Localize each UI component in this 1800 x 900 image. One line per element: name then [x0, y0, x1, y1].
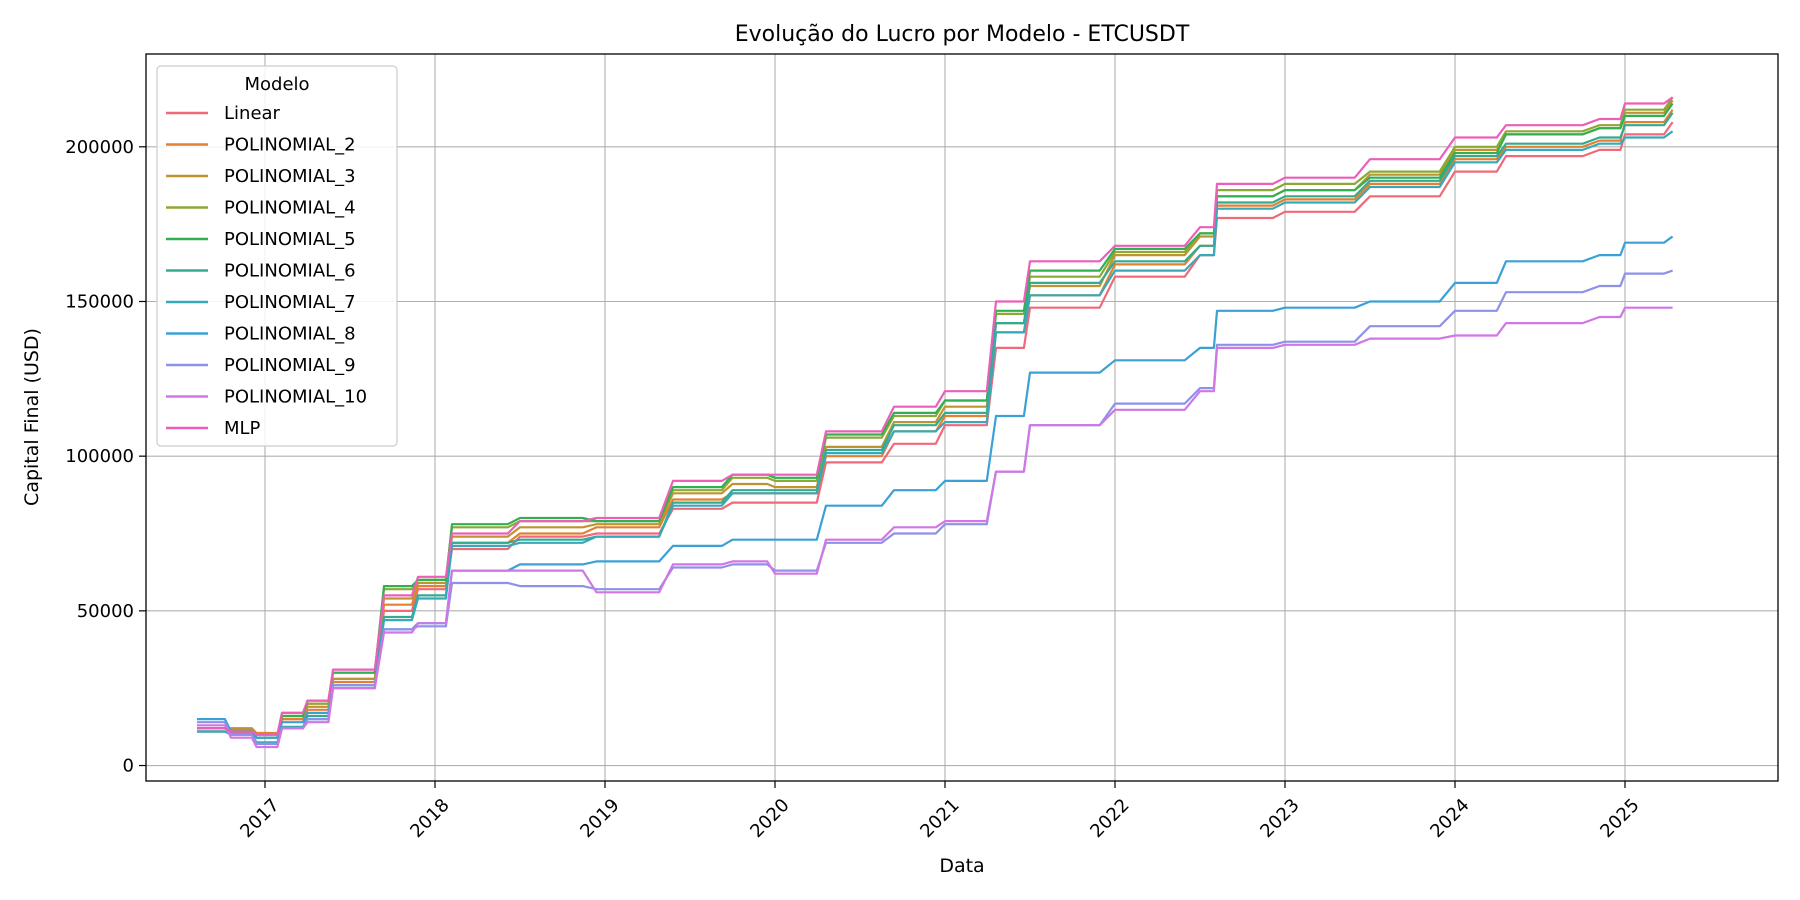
x-axis-title: Data	[939, 855, 984, 877]
y-tick-label: 0	[123, 756, 134, 777]
y-tick-label: 150000	[65, 291, 134, 312]
y-tick-label: 100000	[65, 446, 134, 467]
chart-title: Evolução do Lucro por Modelo - ETCUSDT	[735, 22, 1190, 47]
legend-box	[156, 65, 398, 447]
legend: Modelo Linear POLINOMIAL_2 POLINOMIAL_3 POL…	[156, 65, 398, 447]
y-tick-label: 50000	[77, 601, 134, 622]
legend-label: POLINOMIAL_3	[224, 166, 356, 187]
legend-label: POLINOMIAL_6	[224, 261, 356, 282]
y-axis-title: Capital Final (USD)	[21, 328, 43, 506]
legend-label: Linear	[224, 103, 281, 124]
legend-label: POLINOMIAL_8	[224, 324, 356, 345]
grid	[146, 54, 1778, 781]
y-tick-label: 200000	[65, 137, 134, 158]
legend-label: POLINOMIAL_4	[224, 198, 356, 219]
legend-label: POLINOMIAL_7	[224, 292, 356, 313]
series-line-mlp	[197, 96, 1674, 736]
series-lines	[197, 96, 1674, 749]
legend-label: MLP	[224, 418, 261, 439]
legend-label: POLINOMIAL_10	[224, 387, 367, 408]
legend-label: POLINOMIAL_2	[224, 135, 356, 156]
legend-label: POLINOMIAL_9	[224, 355, 356, 376]
legend-items: Linear POLINOMIAL_2 POLINOMIAL_3 POLINOMIAL…	[166, 103, 367, 439]
legend-title: Modelo	[244, 74, 309, 95]
plot-frame	[145, 53, 1779, 782]
legend-label: POLINOMIAL_5	[224, 229, 356, 250]
series-line-polinomial-10	[197, 306, 1673, 749]
